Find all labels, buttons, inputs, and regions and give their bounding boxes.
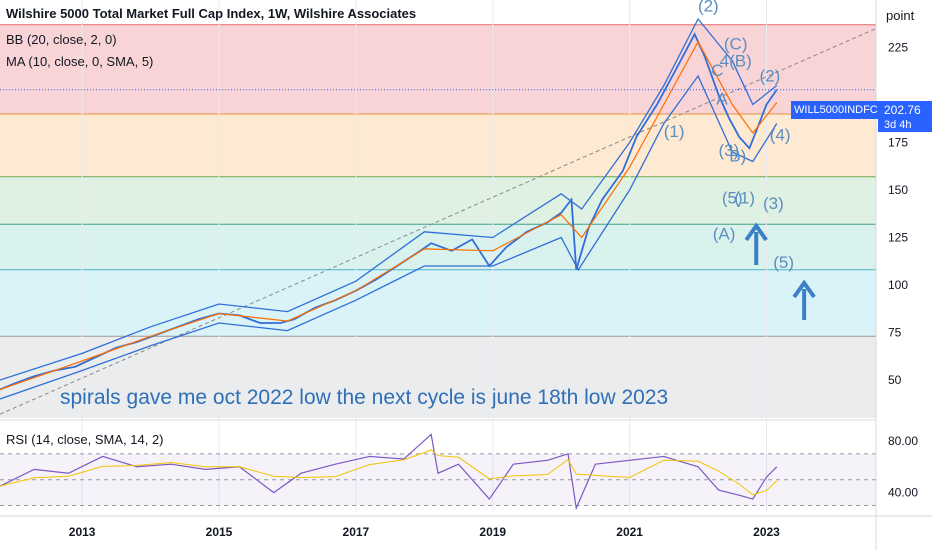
bb-legend[interactable]: BB (20, close, 2, 0) — [6, 32, 117, 47]
fib-zones — [0, 24, 876, 418]
wave-label: (4) — [770, 126, 791, 145]
price-series — [0, 17, 876, 400]
fib-zone — [0, 336, 876, 418]
fib-zone — [0, 176, 876, 225]
rsi-tick-label: 40.00 — [888, 486, 918, 500]
rsi-signal-line — [0, 449, 778, 496]
wave-label: 4(B) — [720, 52, 752, 71]
y-tick-label: 75 — [888, 326, 902, 340]
x-tick-label: 2017 — [343, 525, 370, 539]
chart-title: Wilshire 5000 Total Market Full Cap Inde… — [6, 6, 417, 21]
rsi-tick-label: 80.00 — [888, 434, 918, 448]
wave-label: (A) — [713, 224, 736, 243]
wave-labels: (2)(C)4(B)(2)(1)(3)(5)(1)(4)(3)(A)(5)B)A… — [664, 0, 816, 320]
y-tick-label: 100 — [888, 278, 908, 292]
wave-label: (3) — [763, 194, 784, 213]
wave-label: (5) — [773, 253, 794, 272]
x-tick-label: 2023 — [753, 525, 780, 539]
grid — [81, 0, 767, 512]
up-arrow-2-head — [792, 279, 816, 299]
wave-label: (2) — [760, 67, 781, 86]
x-tick-label: 2015 — [206, 525, 233, 539]
y-tick-label: 125 — [888, 231, 908, 245]
series-line-bb-upper — [0, 17, 778, 381]
wave-label: A — [716, 90, 728, 109]
y-tick-label: 175 — [888, 136, 908, 150]
wave-label: (5) — [722, 188, 743, 207]
x-tick-label: 2019 — [479, 525, 506, 539]
time-badge: 3d 4h — [878, 118, 932, 132]
wave-label: (2) — [698, 0, 719, 15]
price-badge: 202.76 — [878, 101, 932, 118]
trendline — [0, 28, 877, 415]
wave-label: B) — [729, 147, 746, 166]
fib-zone — [0, 224, 876, 270]
x-tick-label: 2013 — [69, 525, 96, 539]
trendline — [0, 28, 877, 415]
y-tick-label: 150 — [888, 183, 908, 197]
series-line-ma — [0, 40, 778, 391]
fib-zone — [0, 269, 876, 337]
y-tick-label: 225 — [888, 41, 908, 55]
y-tick-label: 50 — [888, 373, 902, 387]
wave-label: (3) — [718, 141, 739, 160]
wave-label: C — [711, 61, 723, 80]
rsi-pane: 80.00 40.00 — [0, 433, 918, 511]
rsi-legend[interactable]: RSI (14, close, SMA, 14, 2) — [6, 432, 164, 447]
symbol-badge: WILL5000INDFC — [791, 101, 881, 119]
wave-label: (C) — [724, 34, 748, 53]
rsi-line — [0, 433, 778, 511]
fib-zone — [0, 114, 876, 177]
wave-label: (1) — [664, 122, 685, 141]
x-tick-label: 2021 — [616, 525, 643, 539]
axis-unit-label: point — [886, 8, 915, 23]
up-arrow-1-head — [744, 222, 768, 242]
wave-label: (1) — [734, 188, 755, 207]
series-line-bb-lower — [0, 74, 778, 400]
annotation-text: spirals gave me oct 2022 low the next cy… — [60, 386, 669, 409]
ma-legend[interactable]: MA (10, close, 0, SMA, 5) — [6, 54, 154, 69]
